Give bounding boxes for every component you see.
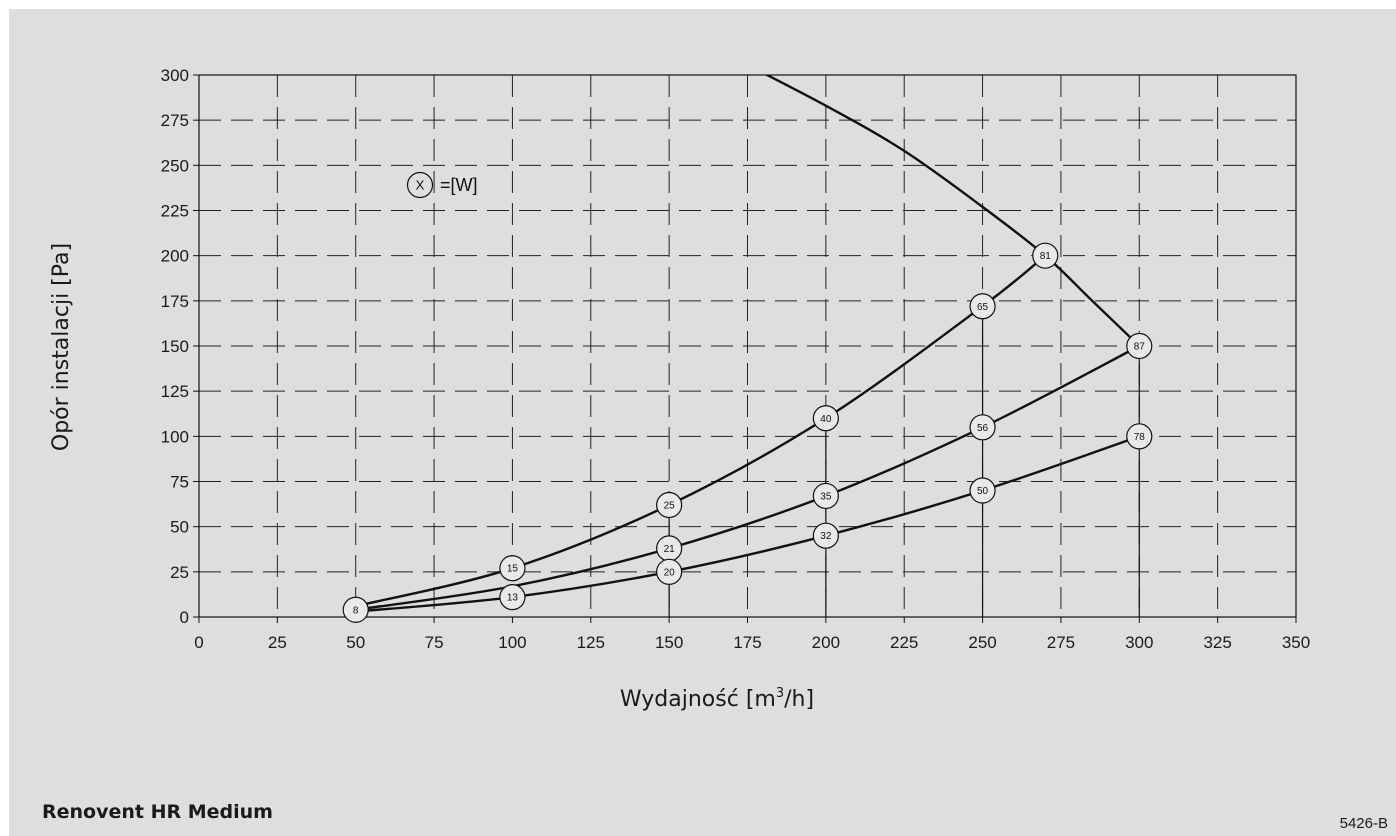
point-marker-label: 87: [1134, 342, 1146, 353]
chart-svg: 0 25 50 75 100 125 150 175 200 225 250 275 300 325 350…: [49, 66, 1311, 712]
point-marker-label: 81: [1040, 251, 1052, 262]
x-axis-title-prefix: Wydajność [m: [620, 687, 776, 712]
series-lines: [355, 75, 1141, 617]
y-tick-label: 50: [170, 518, 189, 537]
x-tick-label: 325: [1203, 633, 1231, 652]
x-tick-label: 225: [890, 633, 918, 652]
y-tick-label: 75: [170, 473, 189, 492]
point-marker: [969, 293, 996, 320]
y-tick-label: 175: [161, 292, 189, 311]
y-tick-label: 300: [161, 66, 189, 85]
x-tick-label: 100: [498, 633, 526, 652]
point-marker-label: 56: [977, 423, 989, 434]
y-tick-label: 125: [161, 382, 189, 401]
y-tick-label: 25: [170, 563, 189, 582]
legend: X =[W]: [406, 171, 478, 199]
point-marker-label: 21: [664, 544, 676, 555]
point-marker: [969, 414, 996, 441]
y-tick-label: 0: [180, 608, 189, 627]
x-tick-label: 275: [1047, 633, 1075, 652]
x-tick-label: 300: [1125, 633, 1153, 652]
x-tick-label: 75: [425, 633, 444, 652]
point-marker: [656, 558, 683, 585]
grid: [199, 75, 1296, 617]
axes: 0 25 50 75 100 125 150 175 200 225 250 275 300 325 350…: [161, 66, 1311, 652]
point-marker: [969, 477, 996, 504]
point-marker: [1126, 332, 1153, 360]
legend-text: =[W]: [440, 175, 478, 195]
product-name: Renovent HR Medium: [42, 801, 273, 823]
legend-symbol-label: X: [416, 178, 425, 193]
y-tick-label: 250: [161, 156, 189, 175]
series-line-3: [355, 435, 1140, 613]
point-marker-label: 40: [820, 414, 832, 425]
y-tick-label: 275: [161, 111, 189, 130]
series-line-2: [355, 344, 1140, 611]
chart-panel: 0 25 50 75 100 125 150 175 200 225 250 275 300 325 350…: [9, 9, 1396, 836]
x-axis-title-suffix: /h]: [784, 687, 814, 712]
x-tick-label: 50: [346, 633, 365, 652]
point-marker-label: 15: [507, 564, 519, 575]
point-marker-label: 35: [820, 491, 832, 502]
x-tick-label: 150: [655, 633, 683, 652]
point-marker-label: 78: [1134, 432, 1146, 443]
point-marker-label: 8: [353, 605, 359, 616]
point-marker: [499, 555, 526, 582]
figure-code: 5426-B: [1339, 815, 1388, 832]
y-tick-label: 225: [161, 202, 189, 221]
point-marker-label: 32: [820, 531, 832, 542]
y-tick-label: 150: [161, 337, 189, 356]
x-tick-label: 250: [968, 633, 996, 652]
x-axis-title-superscript: 3: [776, 686, 784, 701]
point-marker: [1032, 242, 1059, 269]
point-marker: [342, 596, 369, 623]
y-axis-title: Opór instalacji [Pa]: [49, 243, 74, 451]
point-marker-label: 65: [977, 302, 989, 313]
point-marker: [1126, 423, 1153, 450]
point-marker: [656, 491, 683, 519]
legend-symbol: [406, 171, 434, 199]
point-marker: [812, 405, 839, 432]
point-marker-label: 50: [977, 486, 989, 497]
point-marker: [812, 522, 839, 549]
x-tick-label: 125: [577, 633, 605, 652]
point-marker-label: 25: [664, 500, 676, 511]
series-line-4: [764, 75, 1141, 347]
x-tick-label: 175: [733, 633, 761, 652]
point-marker: [499, 584, 526, 611]
point-marker-label: 20: [664, 567, 676, 578]
y-tick-label: 200: [161, 247, 189, 266]
x-tick-label: 25: [268, 633, 287, 652]
x-tick-label: 200: [812, 633, 840, 652]
point-markers: 8 15 13 25 21 20 40 35 32 65 56 50 81 87 78: [342, 242, 1153, 623]
x-tick-label: 350: [1282, 633, 1310, 652]
point-marker: [812, 482, 839, 510]
point-marker-label: 13: [507, 593, 519, 604]
y-tick-label: 100: [161, 427, 189, 446]
x-axis-title: Wydajność [m3/h]: [620, 686, 814, 712]
x-tick-label: 0: [194, 633, 203, 652]
